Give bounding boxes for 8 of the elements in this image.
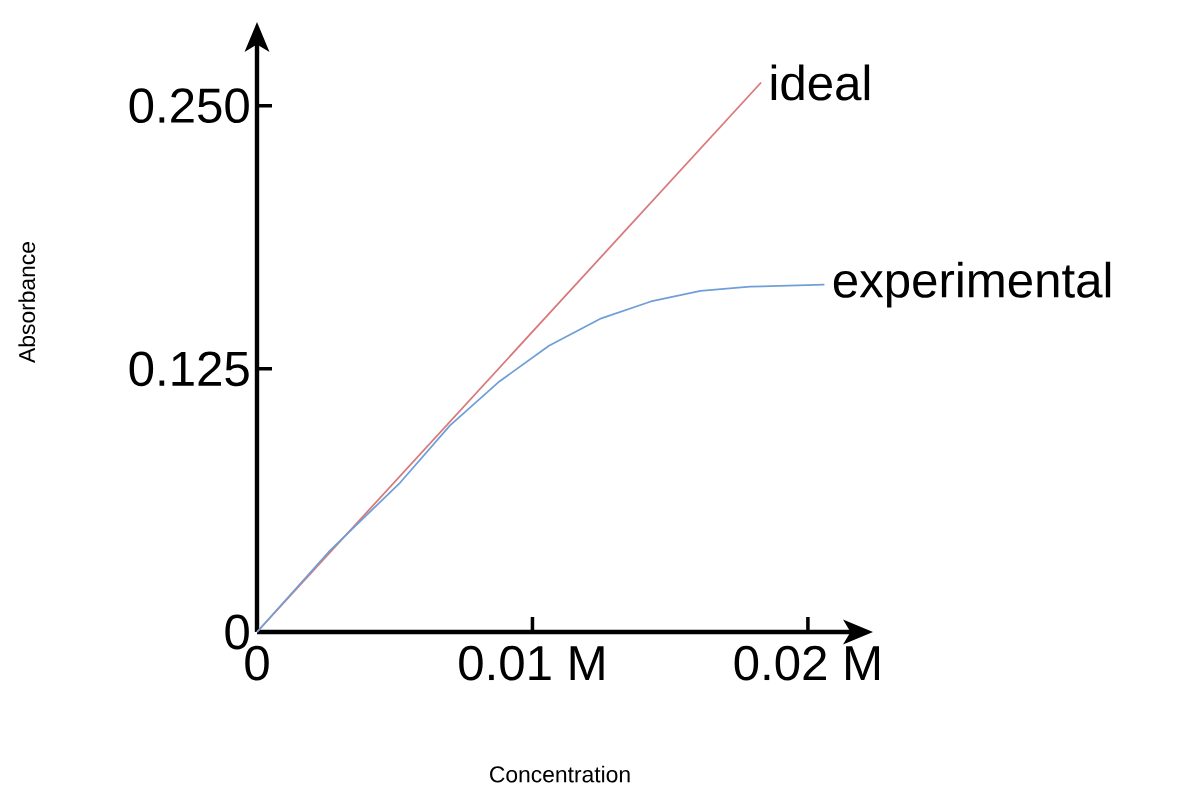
series-label: experimental: [833, 261, 1111, 308]
y-tick-label: 0.125: [129, 351, 249, 387]
x-axis-title: Concentration: [490, 765, 630, 783]
y-axis-title: Absorbance: [18, 242, 36, 363]
x-tick-label: 0.01 M: [459, 645, 604, 681]
y-tick-label: 0.250: [129, 88, 249, 124]
series-label: ideal: [771, 64, 870, 101]
x-tick-label: 0.02 M: [734, 645, 879, 681]
